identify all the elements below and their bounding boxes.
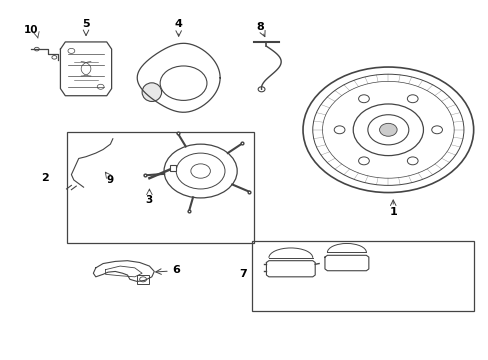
Circle shape	[258, 87, 264, 92]
Bar	[137, 275, 149, 284]
Bar	[251, 241, 473, 311]
Text: 5: 5	[82, 19, 90, 29]
Text: 10: 10	[24, 26, 39, 35]
Text: 8: 8	[256, 22, 264, 32]
Text: 9: 9	[106, 175, 114, 185]
Text: 1: 1	[388, 207, 396, 217]
Text: 7: 7	[239, 269, 247, 279]
Text: 6: 6	[172, 265, 180, 275]
Text: 3: 3	[145, 195, 153, 205]
Ellipse shape	[142, 83, 161, 102]
Text: 2: 2	[41, 173, 48, 183]
Text: 4: 4	[174, 19, 182, 29]
Bar	[66, 132, 254, 243]
Circle shape	[379, 123, 396, 136]
